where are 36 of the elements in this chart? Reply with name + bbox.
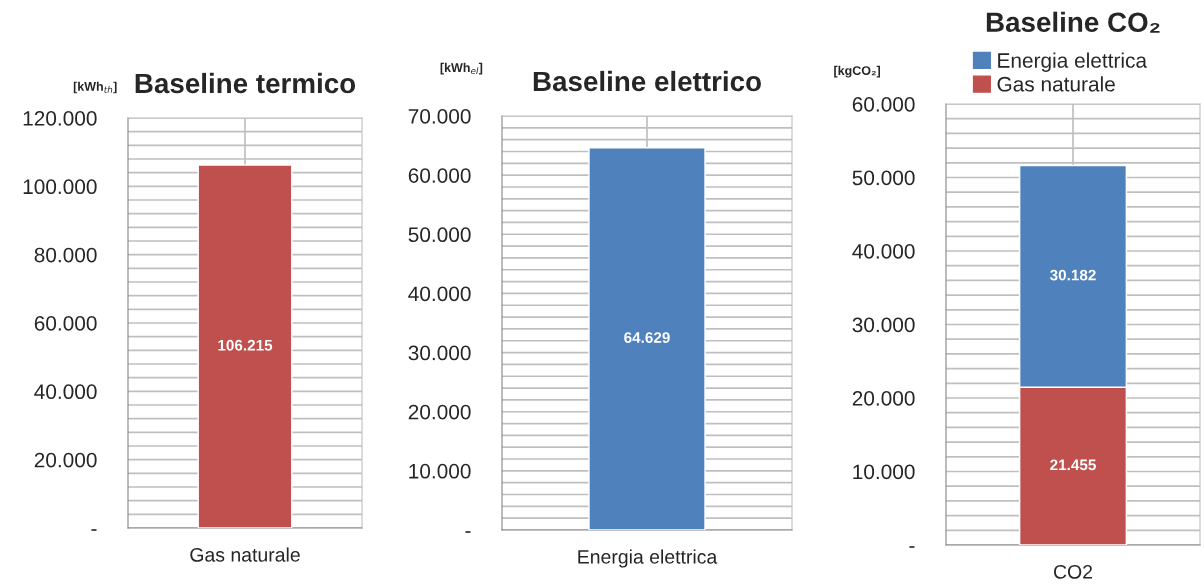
y-tick-label: 60.000 [408, 168, 471, 183]
y-tick-label: 40.000 [34, 384, 97, 400]
data-label: 64.629 [624, 332, 670, 343]
y-tick-label: - [465, 531, 471, 533]
x-tick-label: CO2 [1054, 564, 1093, 579]
y-tick-label: 50.000 [408, 227, 471, 243]
data-label: 21.455 [1050, 459, 1096, 471]
y-tick-label: 20.000 [34, 452, 97, 468]
y-tick-label: 60.000 [34, 316, 97, 331]
y-tick-label: 120.000 [23, 111, 97, 126]
y-tick-label: 80.000 [34, 247, 97, 263]
y-tick-label: 20.000 [408, 404, 471, 420]
y-axis-title: [kgCO₂] [834, 65, 881, 78]
x-tick-label: Energia elettrica [578, 549, 718, 568]
y-tick-label: 10.000 [409, 463, 471, 479]
legend-label: Gas naturale [997, 76, 1115, 92]
y-tick-label: 20.000 [852, 391, 915, 406]
y-tick-label: - [91, 529, 97, 531]
y-axis-title: [kWh$_{th}$] [73, 81, 117, 94]
data-label: 106.215 [218, 339, 273, 351]
chart-title: Baseline elettrico [533, 70, 761, 92]
y-tick-label: 10.000 [853, 464, 915, 480]
legend-label: Energia elettrica [998, 52, 1148, 72]
y-tick-label: 60.000 [852, 97, 915, 112]
y-tick-label: 40.000 [408, 286, 471, 302]
y-tick-label: 50.000 [852, 170, 915, 186]
y-tick-label: 70.000 [408, 109, 471, 124]
y-tick-label: 30.000 [408, 345, 471, 361]
chart-title: Baseline termico [135, 72, 356, 94]
data-label: 30.182 [1049, 269, 1096, 281]
y-tick-label: 100.000 [23, 179, 97, 195]
y-tick-label: 30.000 [852, 317, 915, 333]
y-tick-label: 40.000 [852, 244, 915, 259]
y-axis-title: [kWh$_{el}$] [440, 62, 483, 75]
chart-title: Baseline CO₂ [986, 11, 1160, 33]
y-tick-label: - [909, 546, 915, 548]
